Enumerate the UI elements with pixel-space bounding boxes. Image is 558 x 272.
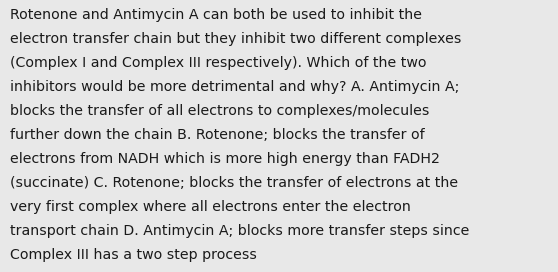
Text: blocks the transfer of all electrons to complexes/molecules: blocks the transfer of all electrons to … [10,104,430,118]
Text: Complex III has a two step process: Complex III has a two step process [10,248,257,261]
Text: electron transfer chain but they inhibit two different complexes: electron transfer chain but they inhibit… [10,32,461,46]
Text: electrons from NADH which is more high energy than FADH2: electrons from NADH which is more high e… [10,152,440,166]
Text: very first complex where all electrons enter the electron: very first complex where all electrons e… [10,200,411,214]
Text: inhibitors would be more detrimental and why? A. Antimycin A;: inhibitors would be more detrimental and… [10,80,459,94]
Text: transport chain D. Antimycin A; blocks more transfer steps since: transport chain D. Antimycin A; blocks m… [10,224,469,237]
Text: further down the chain B. Rotenone; blocks the transfer of: further down the chain B. Rotenone; bloc… [10,128,425,142]
Text: Rotenone and Antimycin A can both be used to inhibit the: Rotenone and Antimycin A can both be use… [10,8,422,22]
Text: (succinate) C. Rotenone; blocks the transfer of electrons at the: (succinate) C. Rotenone; blocks the tran… [10,176,458,190]
Text: (Complex I and Complex III respectively). Which of the two: (Complex I and Complex III respectively)… [10,56,426,70]
